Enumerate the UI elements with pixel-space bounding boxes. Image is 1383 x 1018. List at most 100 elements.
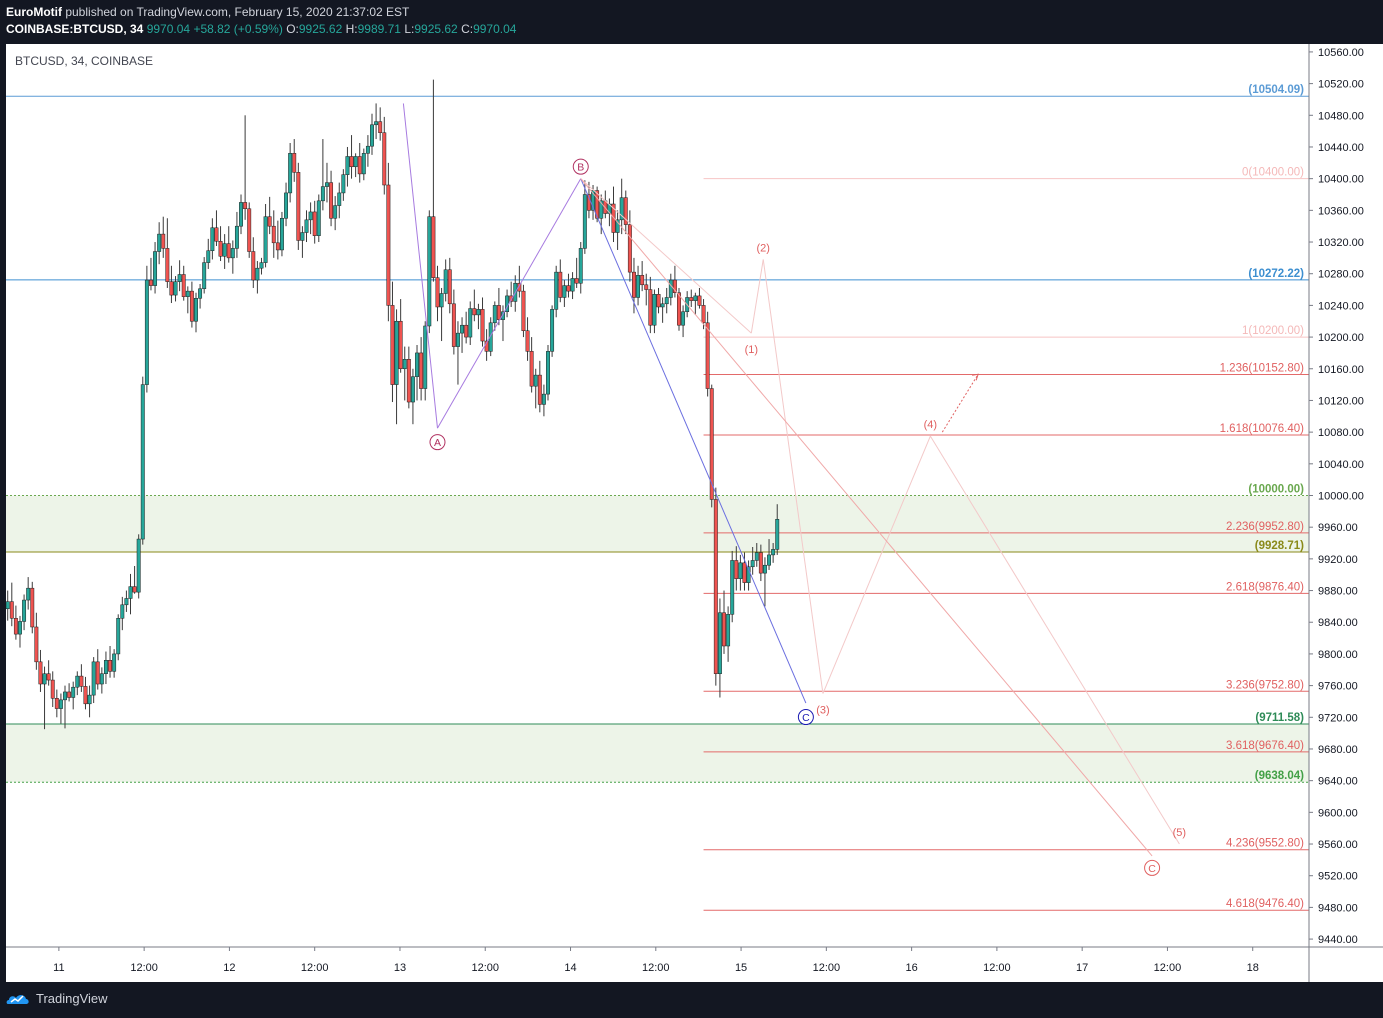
candle-up <box>460 324 465 334</box>
candle-up <box>284 192 288 219</box>
candle-up <box>771 549 776 556</box>
projection-line <box>580 178 1153 857</box>
candle-down <box>378 121 383 133</box>
candle-up <box>693 295 698 301</box>
candle-up <box>570 278 575 292</box>
candle-up <box>541 393 546 405</box>
price-tick-label: 9480.00 <box>1318 902 1358 914</box>
impulse-wave-label: (2) <box>757 242 770 254</box>
candle-up <box>664 297 669 305</box>
candle-down <box>189 290 194 322</box>
candle-up <box>361 153 366 175</box>
candle-down <box>214 227 219 242</box>
support-zone <box>6 723 1309 783</box>
candle-up <box>136 538 141 593</box>
candle-down <box>169 281 174 296</box>
tradingview-logo[interactable]: TradingView <box>6 991 108 1006</box>
candle-up <box>279 218 284 251</box>
price-tick-label: 9920.00 <box>1318 554 1358 566</box>
price-chart[interactable]: (10504.09) (10272.22) (10000.00) (9928.71) (… <box>5 44 1383 982</box>
candle-down <box>431 216 436 278</box>
candle-up <box>91 661 96 696</box>
candle-up <box>259 262 264 269</box>
candle-down <box>758 552 763 574</box>
candle-down <box>312 211 317 236</box>
candle-up <box>120 604 125 619</box>
wave-label: C <box>802 712 810 724</box>
open-label: O: <box>286 22 299 36</box>
fib-level-label: 0(10400.00) <box>1242 167 1304 179</box>
fib-level-label: 1.236(10152.80) <box>1220 362 1305 374</box>
candle-down <box>742 562 747 583</box>
candle-down <box>67 691 72 698</box>
candle-up <box>615 219 620 233</box>
candle-down <box>419 352 424 389</box>
candle-up <box>18 621 22 635</box>
wave-label-circle <box>572 158 589 175</box>
candle-down <box>267 216 272 227</box>
candle-up <box>230 248 235 259</box>
candle-up <box>75 675 80 688</box>
candle-up <box>488 322 493 352</box>
chart-area[interactable]: (10504.09) (10272.22) (10000.00) (9928.71) (… <box>5 44 1383 982</box>
candle-down <box>38 661 43 685</box>
candle-up <box>194 298 198 322</box>
candle-up <box>58 699 63 709</box>
candle-up <box>365 145 370 154</box>
candle-down <box>472 308 477 316</box>
open-value: 9925.62 <box>298 22 343 36</box>
candle-up <box>353 156 358 168</box>
wave-label-circle <box>429 434 446 451</box>
time-tick-label: 12:00 <box>471 962 499 974</box>
impulse-wave-label: (4) <box>924 419 937 431</box>
waves-layer: A B C (1) (2) (3) (4) (5) C <box>402 103 1186 876</box>
candle-up <box>42 673 47 685</box>
price-tick-label: 9840.00 <box>1318 617 1358 629</box>
candle-down <box>517 282 522 292</box>
fib-level-label: 2.236(9952.80) <box>1226 521 1304 533</box>
impulse-wave-line <box>762 259 824 694</box>
fib-level-label: 3.618(9676.40) <box>1226 740 1304 752</box>
candle-up <box>316 200 321 236</box>
support-zone <box>6 495 1309 552</box>
candle-up <box>5 601 10 610</box>
price-tick-label: 9680.00 <box>1318 744 1358 756</box>
price-tick-label: 10360.00 <box>1318 205 1364 217</box>
candle-down <box>13 618 18 635</box>
candle-up <box>415 352 419 377</box>
price-tick-label: 9800.00 <box>1318 649 1358 661</box>
candle-down <box>54 698 59 709</box>
candle-up <box>210 227 215 251</box>
level-label: (9638.04) <box>1255 770 1304 782</box>
candle-up <box>750 560 755 568</box>
wave-label: C <box>1148 863 1156 875</box>
wave-label-circle <box>1144 859 1161 876</box>
candle-down <box>329 182 334 219</box>
candle-down <box>382 132 387 186</box>
fib-layer: 0(10400.00) 1(10200.00) 1.236(10152.80) 1.6… <box>703 167 1309 911</box>
price-tick-label: 10280.00 <box>1318 269 1364 281</box>
candle-up <box>636 275 641 298</box>
candles-layer <box>5 79 780 730</box>
candle-down <box>632 271 636 298</box>
price-tick-label: 10440.00 <box>1318 142 1364 154</box>
candle-up <box>112 653 117 672</box>
price-tick-label: 10040.00 <box>1318 459 1364 471</box>
candle-down <box>30 587 35 628</box>
price-tick-label: 10320.00 <box>1318 237 1364 249</box>
candle-up <box>337 192 342 206</box>
time-tick-label: 17 <box>1076 962 1088 974</box>
level-label: (10272.22) <box>1248 268 1304 280</box>
candle-up <box>128 586 133 599</box>
price-tick-label: 9520.00 <box>1318 871 1358 883</box>
price-tick-label: 9880.00 <box>1318 586 1358 598</box>
candle-down <box>435 277 440 308</box>
candle-up <box>468 308 473 338</box>
candle-up <box>476 309 481 316</box>
candle-up <box>660 303 665 308</box>
candle-up <box>116 618 121 655</box>
time-tick-label: 12 <box>223 962 235 974</box>
author-name[interactable]: EuroMotif <box>6 5 62 19</box>
candle-up <box>288 153 293 194</box>
price-tick-label: 9560.00 <box>1318 839 1358 851</box>
